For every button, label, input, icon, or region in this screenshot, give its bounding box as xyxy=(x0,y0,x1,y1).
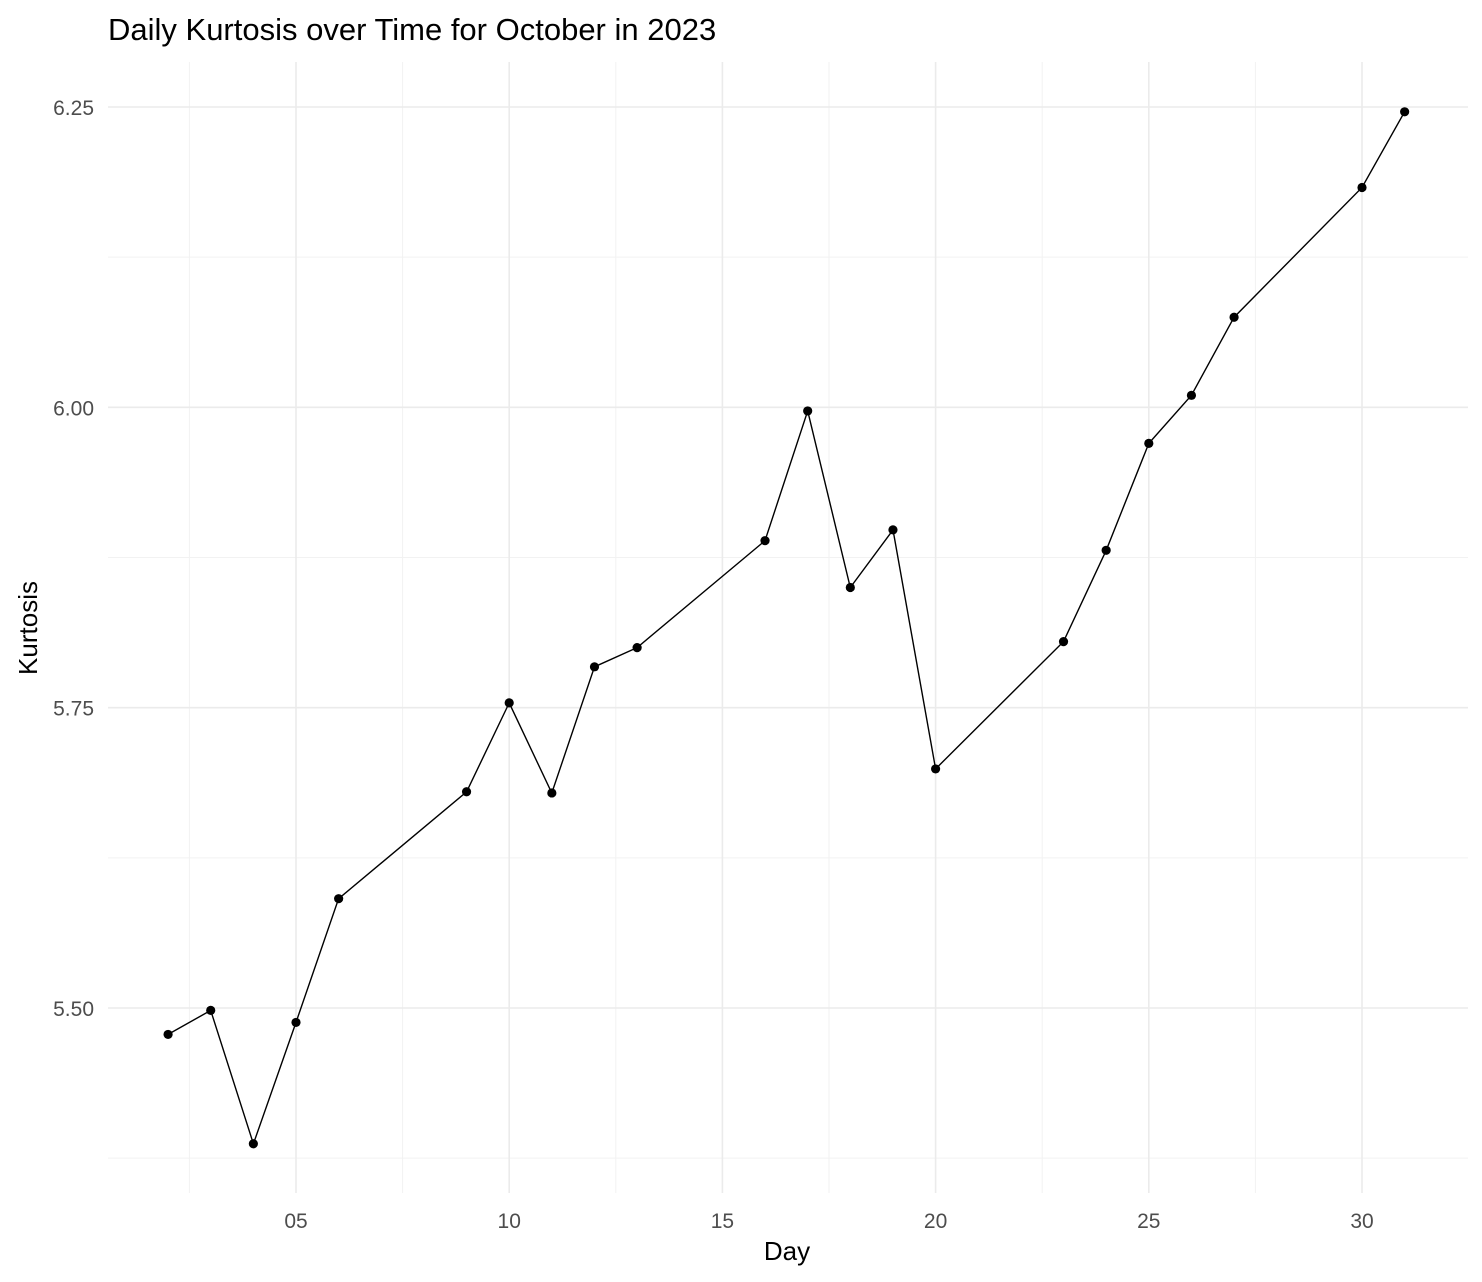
data-point-day-24 xyxy=(1101,545,1111,555)
data-point-day-25 xyxy=(1144,438,1154,448)
data-point-day-30 xyxy=(1357,182,1367,193)
major-x-gridlines xyxy=(295,62,1363,1193)
data-point-day-2 xyxy=(163,1029,173,1040)
x-tick-label: 15 xyxy=(711,1210,734,1233)
x-axis-title: Day xyxy=(764,1236,810,1266)
data-point-day-13 xyxy=(632,643,642,653)
y-tick-label: 5.75 xyxy=(53,698,94,721)
major-y-gridlines xyxy=(108,106,1468,1009)
data-point-day-23 xyxy=(1058,636,1069,647)
x-axis-tick-labels: 05 10 15 20 25 30 xyxy=(284,1210,1373,1233)
data-point-day-12 xyxy=(589,662,600,672)
y-tick-label: 6.25 xyxy=(53,97,94,120)
data-point-day-4 xyxy=(248,1139,258,1149)
x-tick-label: 10 xyxy=(498,1210,521,1233)
series-kurtosis xyxy=(167,111,1406,1147)
data-point-day-10 xyxy=(504,698,514,708)
data-point-day-18 xyxy=(845,582,855,593)
x-tick-label: 25 xyxy=(1137,1210,1160,1233)
y-tick-label: 6.00 xyxy=(53,397,94,420)
chart-title: Daily Kurtosis over Time for October in … xyxy=(108,12,716,47)
data-point-day-19 xyxy=(888,525,898,535)
y-axis-title: Kurtosis xyxy=(13,581,43,675)
x-tick-label: 30 xyxy=(1350,1210,1373,1233)
data-point-day-9 xyxy=(461,787,472,797)
kurtosis-series-line xyxy=(167,111,1406,1147)
minor-y-gridlines xyxy=(108,256,1468,1159)
data-point-day-26 xyxy=(1186,390,1197,400)
data-point-day-11 xyxy=(547,788,557,798)
data-point-day-6 xyxy=(334,894,344,904)
data-point-day-5 xyxy=(291,1017,301,1028)
minor-x-gridlines xyxy=(188,62,1256,1193)
data-points xyxy=(163,107,1410,1149)
data-point-day-17 xyxy=(803,406,813,416)
data-point-day-27 xyxy=(1229,312,1239,322)
data-point-day-3 xyxy=(206,1005,216,1016)
y-tick-label: 5.50 xyxy=(53,998,94,1021)
data-point-day-20 xyxy=(931,764,941,774)
y-axis-tick-labels: 5.50 5.75 6.00 6.25 xyxy=(53,97,94,1021)
data-point-day-31 xyxy=(1400,107,1410,117)
data-point-day-16 xyxy=(760,536,770,546)
x-tick-label: 05 xyxy=(284,1210,307,1233)
x-tick-label: 20 xyxy=(924,1210,947,1233)
